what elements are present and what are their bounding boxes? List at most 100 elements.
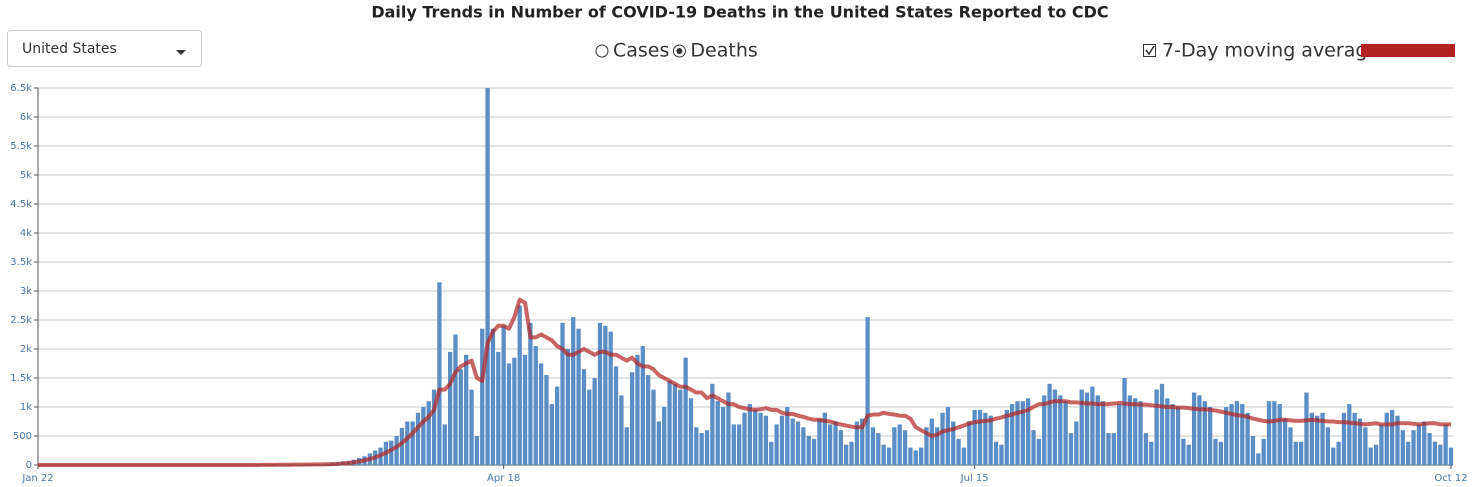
bar bbox=[613, 366, 619, 465]
bar bbox=[902, 430, 908, 465]
bar bbox=[1175, 407, 1181, 465]
bar bbox=[458, 369, 463, 465]
bar bbox=[806, 436, 811, 465]
y-tick-label: 3k bbox=[20, 286, 32, 297]
bar bbox=[1368, 447, 1373, 465]
bar bbox=[1422, 421, 1427, 465]
bar bbox=[1438, 444, 1443, 465]
bar bbox=[421, 407, 426, 465]
legend-swatch bbox=[1361, 44, 1455, 57]
bar bbox=[683, 357, 688, 465]
bar bbox=[1432, 441, 1438, 465]
bar bbox=[1181, 438, 1186, 465]
y-tick-label: 0 bbox=[26, 460, 32, 471]
bar bbox=[1320, 412, 1325, 465]
bar bbox=[1384, 412, 1389, 465]
y-tick-label: 2k bbox=[20, 344, 32, 355]
bar bbox=[688, 398, 694, 465]
bar bbox=[1363, 427, 1368, 465]
bar bbox=[1443, 424, 1448, 465]
bar bbox=[533, 346, 538, 465]
bar bbox=[1106, 433, 1111, 465]
bar bbox=[833, 421, 838, 465]
bar bbox=[560, 322, 565, 465]
bar bbox=[1266, 401, 1272, 465]
bar bbox=[1406, 441, 1411, 465]
bar bbox=[1304, 392, 1309, 465]
bar bbox=[1309, 412, 1314, 465]
bar bbox=[442, 424, 447, 465]
bar bbox=[1282, 418, 1288, 465]
bar bbox=[961, 447, 967, 465]
radio[interactable] bbox=[595, 44, 609, 58]
bar bbox=[1213, 438, 1218, 465]
bar bbox=[656, 421, 662, 465]
y-tick-label: 6.5k bbox=[10, 83, 32, 94]
bar bbox=[774, 424, 779, 465]
bar bbox=[1293, 441, 1298, 465]
bar bbox=[410, 421, 415, 465]
bar bbox=[1052, 389, 1058, 465]
bar bbox=[1245, 412, 1250, 465]
bar bbox=[1373, 444, 1379, 465]
dropdown-caret bbox=[176, 50, 186, 55]
bar bbox=[742, 412, 747, 465]
bar bbox=[1079, 389, 1084, 465]
bar bbox=[929, 418, 934, 465]
bar bbox=[1117, 404, 1122, 465]
bar bbox=[1170, 404, 1175, 465]
bar bbox=[1058, 395, 1063, 465]
bar bbox=[854, 421, 860, 465]
bar bbox=[528, 322, 533, 465]
dropdown[interactable]: United States bbox=[7, 30, 202, 67]
bar bbox=[651, 389, 656, 465]
bar bbox=[892, 427, 897, 465]
bar bbox=[1068, 433, 1074, 465]
bar bbox=[1229, 404, 1234, 465]
x-tick-label: Jan 22 bbox=[21, 473, 53, 484]
y-tick-label: 4k bbox=[20, 228, 32, 239]
bar bbox=[1234, 401, 1240, 465]
bar bbox=[779, 415, 785, 465]
bar bbox=[1095, 395, 1100, 465]
x-tick-label: Oct 12 bbox=[1434, 473, 1467, 484]
bar bbox=[405, 421, 410, 465]
bar bbox=[886, 447, 892, 465]
dropdown-label: United States bbox=[22, 41, 117, 57]
bar bbox=[1208, 407, 1213, 465]
bar bbox=[512, 357, 517, 465]
chart-title: Daily Trends in Number of COVID-19 Death… bbox=[371, 3, 1108, 22]
bar bbox=[1256, 453, 1261, 465]
bar bbox=[426, 401, 431, 465]
bar bbox=[790, 418, 795, 465]
bar bbox=[389, 440, 394, 465]
bar bbox=[597, 322, 603, 465]
bar bbox=[897, 424, 902, 465]
bar bbox=[801, 427, 806, 465]
bar bbox=[822, 412, 827, 465]
bar bbox=[485, 88, 490, 465]
bar bbox=[662, 407, 667, 465]
radio-dot bbox=[676, 48, 683, 54]
bar bbox=[1261, 438, 1266, 465]
bar bbox=[710, 383, 715, 465]
bar bbox=[763, 415, 769, 465]
bar bbox=[988, 415, 993, 465]
bar bbox=[1352, 412, 1357, 465]
x-tick-label: Jul 15 bbox=[960, 473, 989, 484]
dropdown-box[interactable] bbox=[7, 30, 202, 67]
bar bbox=[876, 433, 881, 465]
bar bbox=[860, 418, 865, 465]
bar bbox=[1202, 401, 1207, 465]
legend[interactable]: 7-Day moving average bbox=[1143, 40, 1456, 62]
bar bbox=[1031, 430, 1036, 465]
bar bbox=[1009, 404, 1015, 465]
bar bbox=[624, 427, 629, 465]
bar bbox=[565, 349, 571, 465]
bar bbox=[1427, 433, 1432, 465]
bar bbox=[1138, 401, 1143, 465]
y-tick-label: 5k bbox=[20, 170, 32, 181]
bar bbox=[1395, 415, 1400, 465]
bar bbox=[1357, 418, 1363, 465]
